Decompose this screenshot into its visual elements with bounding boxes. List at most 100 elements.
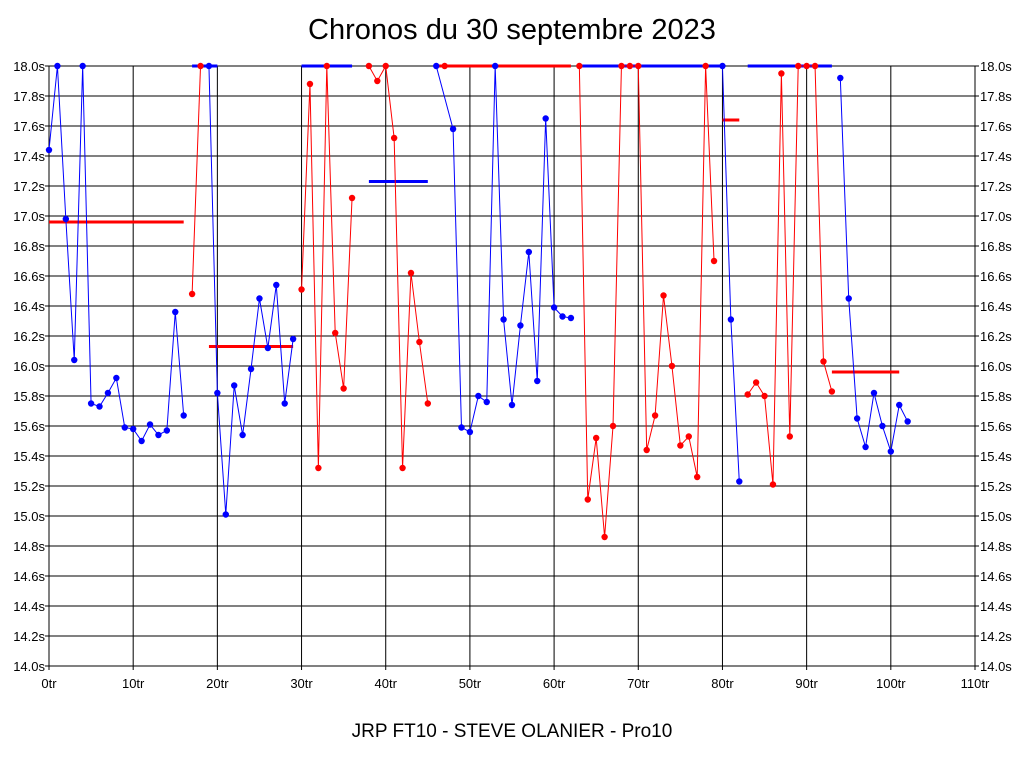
data-point	[795, 62, 802, 70]
series-red	[365, 62, 432, 472]
x-tick-label: 10tr	[122, 676, 145, 691]
y-tick-label-right: 16.2s	[980, 329, 1012, 344]
data-point	[508, 401, 516, 409]
data-point	[79, 62, 86, 70]
series-red	[188, 62, 204, 298]
y-tick-label-left: 17.6s	[13, 119, 45, 134]
x-tick-label: 30tr	[290, 676, 313, 691]
y-tick-label-right: 18.0s	[980, 59, 1012, 74]
y-tick-label-left: 16.4s	[13, 299, 45, 314]
data-point	[559, 313, 566, 320]
data-point	[500, 316, 507, 323]
data-point	[483, 398, 490, 406]
y-tick-label-left: 16.0s	[13, 359, 45, 374]
data-point	[845, 295, 852, 302]
y-tick-label-left: 14.6s	[13, 569, 45, 584]
series-blue	[433, 62, 575, 436]
data-point	[449, 125, 457, 133]
series-blue	[719, 62, 743, 485]
y-tick-label-left: 17.0s	[13, 209, 45, 224]
y-tick-label-right: 17.8s	[980, 89, 1012, 104]
data-point	[365, 62, 373, 70]
y-tick-label-left: 14.0s	[13, 659, 45, 674]
series-line	[48, 65, 185, 442]
data-point	[113, 374, 120, 382]
data-point	[458, 424, 465, 431]
data-point	[820, 358, 827, 365]
data-point	[96, 403, 103, 410]
data-point	[298, 286, 305, 293]
y-tick-label-right: 15.4s	[980, 449, 1012, 464]
data-point	[719, 62, 726, 70]
data-point	[222, 511, 229, 518]
data-point	[197, 62, 204, 70]
data-point	[475, 392, 482, 400]
y-tick-label-left: 16.8s	[13, 239, 45, 254]
data-point	[374, 77, 381, 85]
y-tick-label-right: 14.8s	[980, 539, 1012, 554]
data-point	[239, 431, 246, 439]
y-tick-label-right: 14.4s	[980, 599, 1012, 614]
y-tick-label-left: 16.2s	[13, 329, 45, 344]
data-point	[685, 433, 692, 440]
data-point	[635, 62, 642, 70]
y-tick-label-left: 14.4s	[13, 599, 45, 614]
y-tick-label-left: 15.0s	[13, 509, 45, 524]
data-point	[399, 464, 406, 472]
data-point	[289, 335, 297, 343]
y-tick-label-right: 17.2s	[980, 179, 1012, 194]
data-point	[618, 62, 625, 70]
data-point	[517, 322, 524, 329]
y-tick-label-left: 14.8s	[13, 539, 45, 554]
data-point	[340, 385, 347, 392]
data-point	[668, 362, 676, 370]
data-point	[896, 401, 903, 409]
x-tick-label: 80tr	[711, 676, 734, 691]
y-tick-label-right: 16.0s	[980, 359, 1012, 374]
series-blue	[837, 74, 911, 455]
data-point	[231, 382, 238, 389]
x-tick-label: 50tr	[459, 676, 482, 691]
series-line	[191, 65, 202, 295]
chart-footer: JRP FT10 - STEVE OLANIER - Pro10	[351, 721, 673, 742]
data-point	[710, 257, 718, 265]
data-point	[424, 400, 432, 407]
data-point	[62, 215, 70, 223]
data-point	[332, 329, 339, 337]
series-line	[208, 65, 294, 515]
y-tick-label-left: 18.0s	[13, 59, 45, 74]
y-tick-label-right: 16.4s	[980, 299, 1012, 314]
data-point	[407, 269, 415, 277]
data-point	[129, 425, 137, 433]
data-point	[803, 62, 810, 70]
y-tick-label-left: 15.2s	[13, 479, 45, 494]
data-point	[155, 431, 162, 439]
data-point	[104, 389, 112, 397]
series-blue	[205, 62, 297, 518]
data-point	[416, 338, 423, 346]
data-point	[390, 134, 398, 142]
y-tick-label-right: 17.6s	[980, 119, 1012, 134]
data-point	[138, 437, 145, 445]
x-tick-label: 90tr	[795, 676, 818, 691]
y-tick-label-left: 15.4s	[13, 449, 45, 464]
data-point	[769, 481, 777, 488]
data-point	[542, 115, 549, 122]
data-point	[306, 80, 314, 88]
series-red	[576, 62, 718, 541]
data-point	[862, 443, 869, 451]
y-tick-label-right: 14.2s	[980, 629, 1012, 644]
data-point	[550, 304, 558, 311]
data-point	[534, 377, 541, 385]
data-point	[609, 422, 617, 430]
series-line	[435, 65, 572, 433]
data-point	[904, 418, 911, 425]
series-red	[744, 62, 836, 488]
y-tick-label-right: 14.0s	[980, 659, 1012, 674]
data-point	[702, 62, 709, 70]
data-point	[264, 344, 272, 352]
chart-title: Chronos du 30 septembre 2023	[308, 14, 716, 46]
y-tick-label-left: 14.2s	[13, 629, 45, 644]
data-point	[172, 308, 179, 316]
data-point	[660, 292, 667, 299]
